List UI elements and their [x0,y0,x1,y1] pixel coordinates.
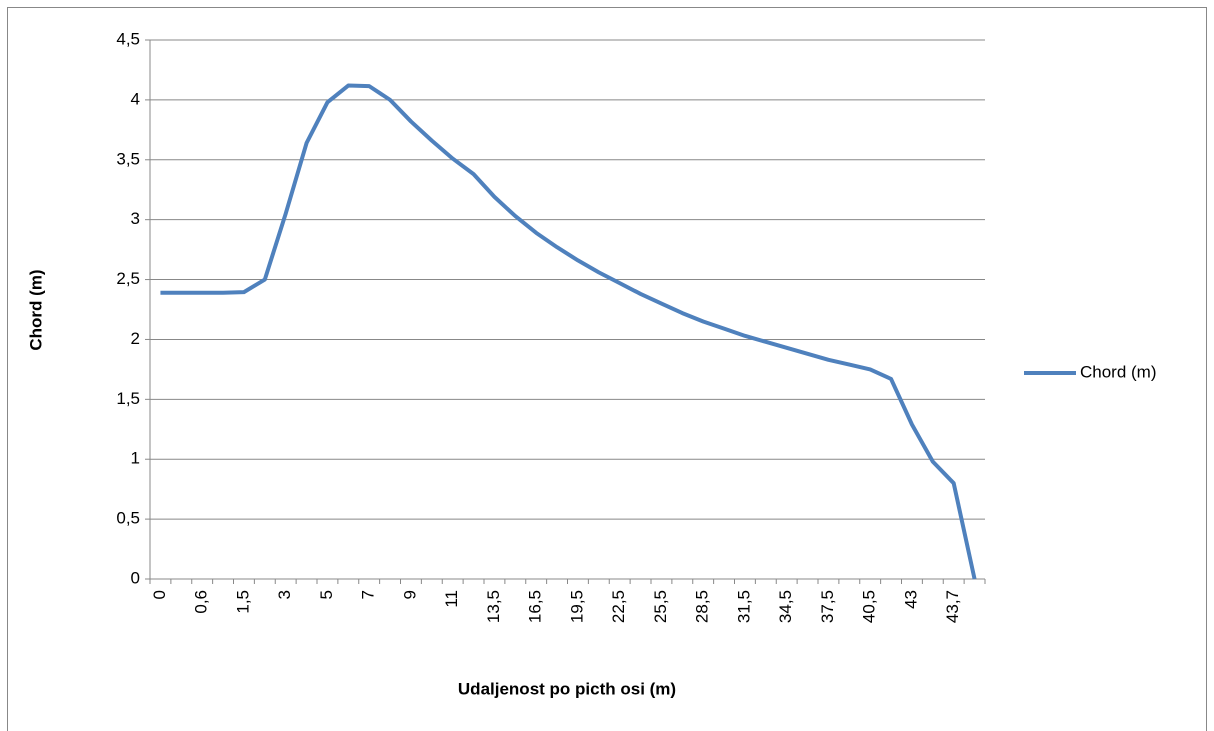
x-tick-label: 3 [275,590,294,599]
x-tick-label: 43,7 [943,590,962,623]
x-tick-label: 37,5 [818,590,837,623]
y-tick-label: 1,5 [116,389,140,408]
x-tick-label: 5 [317,590,336,599]
y-axis-title: Chord (m) [26,269,45,350]
x-tick-label: 19,5 [567,590,586,623]
x-tick-label: 25,5 [651,590,670,623]
x-tick-label: 13,5 [484,590,503,623]
x-tick-label: 0 [150,590,169,599]
y-tick-label: 2 [131,329,140,348]
y-tick-label: 1 [131,449,140,468]
x-tick-label: 11 [442,590,461,608]
x-tick-label: 7 [359,590,378,599]
y-tick-label: 3,5 [116,149,140,168]
x-tick-label: 31,5 [734,590,753,623]
x-tick-label: 34,5 [776,590,795,623]
y-tick-label: 4,5 [116,29,140,48]
x-tick-label: 40,5 [860,590,879,623]
x-tick-label: 22,5 [609,590,628,623]
y-tick-label: 0 [131,568,140,587]
chart-frame [7,7,1207,731]
y-tick-label: 2,5 [116,269,140,288]
y-tick-label: 4 [131,89,140,108]
data-line [160,83,977,580]
y-tick-label: 0,5 [116,509,140,528]
x-tick-label: 16,5 [526,590,545,623]
y-tick-label: 3 [131,209,140,228]
x-tick-label: 1,5 [233,590,252,614]
x-axis-title: Udaljenost po picth osi (m) [458,679,676,698]
x-tick-label: 28,5 [693,590,712,623]
x-tick-label: 9 [400,590,419,599]
x-tick-label: 0,6 [192,590,211,614]
x-tick-label: 43 [901,590,920,609]
legend-label: Chord (m) [1080,362,1157,381]
